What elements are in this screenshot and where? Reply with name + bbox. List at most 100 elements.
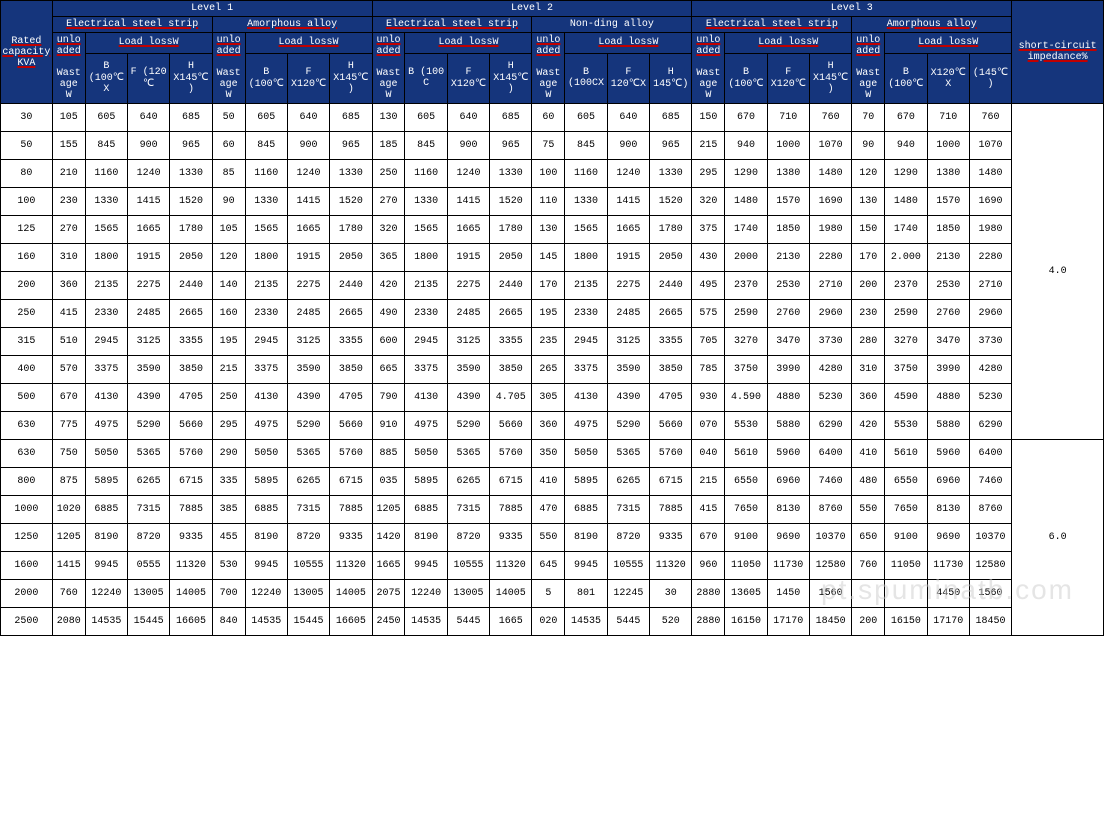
- data-cell: 8720: [607, 524, 649, 552]
- data-cell: 14535: [405, 608, 447, 636]
- data-cell: 1850: [927, 216, 969, 244]
- data-cell: 12580: [809, 552, 851, 580]
- capacity-cell: 30: [1, 104, 53, 132]
- data-cell: 310: [52, 244, 85, 272]
- data-cell: 520: [650, 608, 692, 636]
- temp-h: B (100℃: [245, 53, 287, 103]
- data-cell: 5445: [447, 608, 489, 636]
- loadloss-h: Load lossW: [885, 33, 1012, 54]
- data-cell: 605: [85, 104, 127, 132]
- data-cell: 215: [692, 468, 725, 496]
- data-cell: 5960: [767, 440, 809, 468]
- data-cell: 4450: [927, 580, 969, 608]
- data-cell: 801: [565, 580, 607, 608]
- data-cell: 2590: [885, 300, 927, 328]
- data-cell: 295: [692, 160, 725, 188]
- data-cell: 3590: [447, 356, 489, 384]
- data-cell: 9945: [85, 552, 127, 580]
- data-cell: 2945: [405, 328, 447, 356]
- data-cell: 645: [532, 552, 565, 580]
- capacity-cell: 630: [1, 440, 53, 468]
- data-cell: 12245: [607, 580, 649, 608]
- l2-mat1-header: Electrical steel strip: [372, 17, 532, 33]
- data-cell: 2075: [372, 580, 405, 608]
- data-cell: 360: [52, 272, 85, 300]
- data-cell: 2.000: [885, 244, 927, 272]
- data-cell: 2130: [927, 244, 969, 272]
- data-cell: 305: [532, 384, 565, 412]
- data-cell: 1560: [809, 580, 851, 608]
- data-cell: 3750: [885, 356, 927, 384]
- data-cell: 420: [852, 412, 885, 440]
- temp-h: H X145℃): [170, 53, 212, 103]
- data-cell: 3590: [607, 356, 649, 384]
- data-cell: 845: [565, 132, 607, 160]
- data-cell: 295: [212, 412, 245, 440]
- data-cell: 650: [852, 524, 885, 552]
- data-cell: 2050: [170, 244, 212, 272]
- temp-h: B (100CX: [565, 53, 607, 103]
- data-cell: 640: [447, 104, 489, 132]
- data-cell: 670: [885, 104, 927, 132]
- data-cell: 6960: [767, 468, 809, 496]
- data-cell: 2945: [565, 328, 607, 356]
- data-cell: 1690: [809, 188, 851, 216]
- data-cell: 6550: [725, 468, 767, 496]
- data-cell: 965: [330, 132, 372, 160]
- data-cell: 4130: [85, 384, 127, 412]
- data-cell: 6400: [809, 440, 851, 468]
- data-cell: 10555: [447, 552, 489, 580]
- data-cell: 3850: [490, 356, 532, 384]
- data-cell: 2280: [809, 244, 851, 272]
- data-cell: 1330: [650, 160, 692, 188]
- data-cell: 1780: [490, 216, 532, 244]
- data-cell: 385: [212, 496, 245, 524]
- data-cell: 15445: [287, 608, 329, 636]
- data-cell: 1740: [725, 216, 767, 244]
- data-cell: 5050: [565, 440, 607, 468]
- impedance-cell: 6.0: [1012, 440, 1104, 636]
- data-cell: 290: [212, 440, 245, 468]
- data-cell: 2945: [245, 328, 287, 356]
- capacity-cell: 400: [1, 356, 53, 384]
- data-cell: 130: [532, 216, 565, 244]
- data-cell: 200: [852, 272, 885, 300]
- data-cell: 1380: [767, 160, 809, 188]
- data-cell: 16605: [330, 608, 372, 636]
- data-cell: 845: [405, 132, 447, 160]
- data-cell: 605: [565, 104, 607, 132]
- data-cell: [852, 580, 885, 608]
- data-cell: 10555: [607, 552, 649, 580]
- data-cell: 875: [52, 468, 85, 496]
- data-cell: 200: [852, 608, 885, 636]
- data-cell: 2275: [447, 272, 489, 300]
- unloaded-h: unloadedWastage W: [692, 33, 725, 104]
- data-cell: 8190: [405, 524, 447, 552]
- data-cell: 5530: [885, 412, 927, 440]
- data-cell: 4.590: [725, 384, 767, 412]
- data-cell: 1380: [927, 160, 969, 188]
- data-cell: 3375: [405, 356, 447, 384]
- data-cell: 2440: [490, 272, 532, 300]
- data-cell: 1480: [969, 160, 1011, 188]
- data-cell: 6265: [127, 468, 169, 496]
- data-cell: 1330: [490, 160, 532, 188]
- temp-h: H 145℃): [650, 53, 692, 103]
- data-cell: 7315: [127, 496, 169, 524]
- unloaded-h: unloadedWastage W: [372, 33, 405, 104]
- data-cell: 2665: [330, 300, 372, 328]
- data-cell: 840: [212, 608, 245, 636]
- data-cell: 420: [372, 272, 405, 300]
- temp-h: F 120℃X: [607, 53, 649, 103]
- data-cell: 9335: [490, 524, 532, 552]
- data-cell: 12580: [969, 552, 1011, 580]
- data-cell: 4975: [405, 412, 447, 440]
- data-cell: 6265: [607, 468, 649, 496]
- data-cell: 5880: [927, 412, 969, 440]
- unloaded-h: unloadedWastage W: [52, 33, 85, 104]
- data-cell: 940: [885, 132, 927, 160]
- data-cell: 130: [372, 104, 405, 132]
- data-cell: 3125: [287, 328, 329, 356]
- data-cell: 2485: [447, 300, 489, 328]
- data-cell: 170: [532, 272, 565, 300]
